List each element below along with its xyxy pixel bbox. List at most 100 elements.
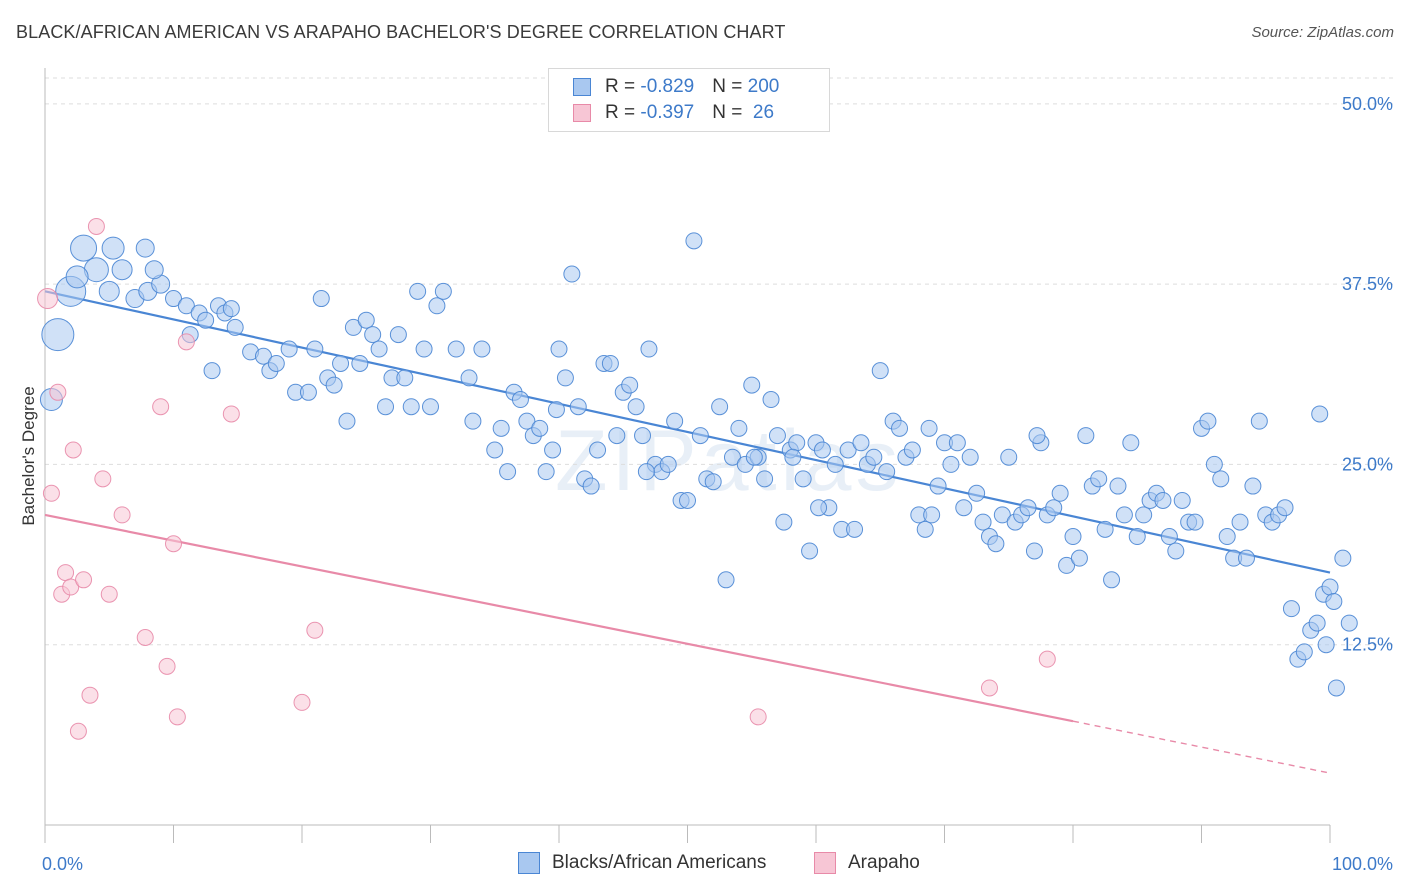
point-arapaho	[980, 679, 998, 697]
legend-row-arapaho: R = -0.397 N = 26	[573, 101, 774, 125]
point-blacks	[299, 383, 317, 401]
point-blacks	[1090, 470, 1108, 488]
point-blacks	[920, 419, 938, 437]
point-blacks	[306, 340, 324, 358]
point-arapaho	[62, 578, 80, 596]
point-blacks	[1025, 542, 1043, 560]
point-arapaho	[69, 722, 87, 740]
legend-row-blacks: R = -0.829 N = 200	[573, 75, 779, 99]
point-blacks	[1231, 513, 1249, 531]
point-blacks	[723, 448, 741, 466]
point-blacks	[704, 473, 722, 491]
point-blacks	[377, 398, 395, 416]
point-blacks	[1109, 477, 1127, 495]
point-blacks	[1276, 499, 1294, 517]
point-blacks	[1317, 636, 1335, 654]
y-tick-label: 25.0%	[1342, 454, 1393, 474]
point-blacks	[1096, 520, 1114, 538]
point-blacks	[422, 398, 439, 416]
point-blacks	[865, 448, 883, 466]
point-arapaho	[81, 686, 99, 704]
legend-r-value: -0.397	[640, 102, 695, 123]
point-blacks	[357, 311, 375, 329]
point-blacks	[784, 448, 802, 466]
point-arapaho	[165, 535, 182, 553]
point-blacks	[556, 369, 574, 387]
point-blacks	[135, 238, 155, 258]
point-blacks	[563, 265, 581, 283]
point-blacks	[691, 427, 709, 445]
point-blacks	[312, 290, 330, 308]
point-blacks	[370, 340, 388, 358]
point-blacks	[891, 419, 909, 437]
point-blacks	[589, 441, 607, 459]
point-blacks	[826, 455, 844, 473]
point-blacks	[518, 412, 536, 430]
y-tick-label: 12.5%	[1342, 635, 1393, 655]
point-blacks	[325, 376, 343, 394]
point-blacks	[332, 354, 350, 372]
legend-swatch-arapaho	[573, 104, 591, 122]
point-blacks	[511, 391, 529, 409]
chart-title: BLACK/AFRICAN AMERICAN VS ARAPAHO BACHEL…	[16, 22, 786, 42]
point-blacks	[685, 232, 703, 250]
point-blacks	[987, 535, 1005, 553]
point-blacks	[608, 427, 626, 445]
point-arapaho	[94, 470, 112, 488]
point-blacks	[389, 326, 407, 344]
point-blacks	[810, 499, 828, 517]
point-blacks	[745, 448, 763, 466]
point-arapaho	[87, 217, 105, 235]
point-blacks	[1058, 556, 1076, 574]
trend-lines	[44, 290, 1331, 774]
point-blacks	[839, 441, 857, 459]
point-blacks	[177, 297, 195, 315]
point-blacks	[544, 441, 562, 459]
point-blacks	[415, 340, 433, 358]
bottom-legend-label-arapaho: Arapaho	[848, 852, 920, 873]
point-blacks	[788, 434, 806, 452]
point-blacks	[537, 463, 555, 481]
point-arapaho	[1038, 650, 1056, 668]
trend-line-arapaho-extension	[1072, 720, 1331, 774]
point-blacks	[878, 463, 896, 481]
point-blacks	[582, 477, 600, 495]
point-blacks	[1199, 412, 1217, 430]
point-blacks	[1160, 528, 1178, 546]
point-blacks	[1167, 542, 1185, 560]
legend-r-value: -0.829	[640, 76, 695, 97]
point-arapaho	[177, 333, 195, 351]
point-blacks	[1321, 578, 1339, 596]
point-blacks	[762, 391, 780, 409]
legend-n-value: 200	[747, 76, 780, 97]
point-blacks	[679, 491, 696, 509]
point-blacks	[226, 318, 244, 336]
point-blacks	[711, 398, 729, 416]
bottom-legend-swatch-arapaho	[814, 852, 836, 874]
point-blacks	[460, 369, 478, 387]
point-arapaho	[42, 484, 60, 502]
point-blacks	[569, 398, 587, 416]
point-blacks	[1077, 427, 1095, 445]
point-blacks	[871, 362, 889, 380]
point-blacks	[101, 236, 125, 260]
point-blacks	[1334, 549, 1352, 567]
y-tick-label: 37.5%	[1342, 274, 1393, 294]
point-blacks	[280, 340, 298, 358]
point-arapaho	[306, 621, 324, 639]
point-blacks	[1070, 549, 1088, 567]
point-blacks	[267, 354, 285, 372]
point-blacks	[1186, 513, 1204, 531]
point-blacks	[948, 434, 966, 452]
point-blacks	[659, 455, 677, 473]
point-blacks	[903, 441, 921, 459]
data-points	[37, 217, 1358, 740]
point-blacks	[41, 318, 75, 352]
point-blacks	[1311, 405, 1329, 423]
point-blacks	[1000, 448, 1018, 466]
point-blacks	[434, 282, 452, 300]
point-blacks	[1051, 484, 1069, 502]
point-blacks	[464, 412, 482, 430]
point-blacks	[98, 280, 120, 302]
point-blacks	[852, 434, 870, 452]
